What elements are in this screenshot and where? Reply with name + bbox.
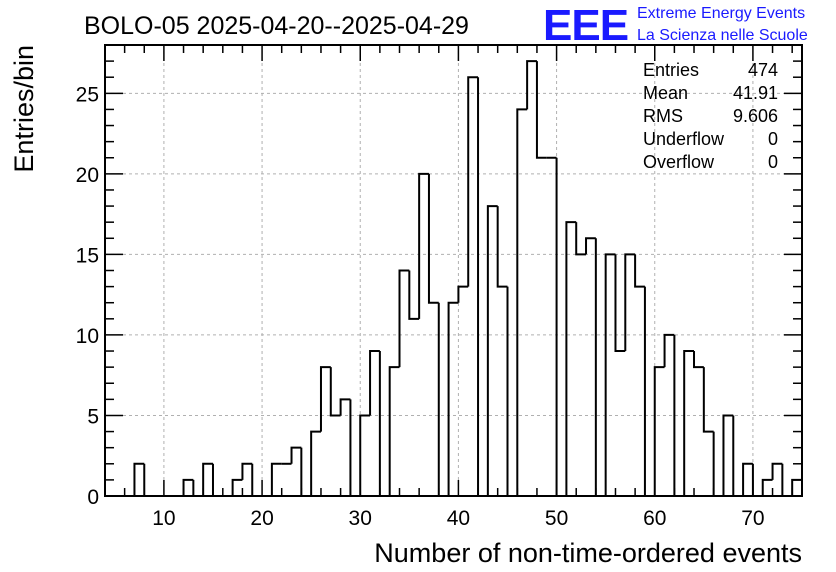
y-axis-label: Entries/bin xyxy=(9,45,39,173)
histogram-bin xyxy=(349,399,361,497)
x-axis-label: Number of non-time-ordered events xyxy=(374,538,802,568)
y-tick-label: 20 xyxy=(76,164,99,187)
histogram-bin xyxy=(624,253,636,352)
y-tick-label: 5 xyxy=(87,405,99,428)
x-tick-label: 50 xyxy=(545,507,568,530)
histogram-bin xyxy=(251,463,263,497)
histogram-bin xyxy=(447,301,459,496)
y-tick-label: 25 xyxy=(76,83,99,106)
histogram-bin xyxy=(693,351,704,369)
histogram-bin xyxy=(634,254,645,288)
stat-mean-value: 41.91 xyxy=(733,83,778,103)
stat-mean-label: Mean xyxy=(643,83,688,103)
histogram-bin xyxy=(270,462,282,496)
histogram-bin xyxy=(300,447,312,497)
stat-entries-label: Entries xyxy=(643,60,699,80)
histogram-bin xyxy=(742,462,753,496)
histogram-bin xyxy=(781,463,793,497)
histogram-bin xyxy=(771,462,783,480)
histogram-bin xyxy=(378,351,390,497)
histogram-bin xyxy=(290,446,302,464)
histogram-bin xyxy=(683,350,695,496)
y-tick-label: 0 xyxy=(87,486,99,509)
histogram-bin xyxy=(575,222,587,256)
histogram-bin xyxy=(702,367,714,433)
histogram-bin xyxy=(751,463,763,497)
histogram-bin xyxy=(585,237,596,255)
grid-lines xyxy=(105,45,802,496)
stat-rms-value: 9.606 xyxy=(733,106,778,126)
plot-frame xyxy=(104,44,803,497)
stat-rms-label: RMS xyxy=(643,106,683,126)
histogram-bin xyxy=(310,430,321,496)
x-tick-label: 40 xyxy=(447,507,470,530)
histogram-bin xyxy=(418,172,429,319)
histogram-bin xyxy=(732,415,744,497)
histogram-bin xyxy=(329,367,341,417)
histogram-bin xyxy=(555,157,567,497)
histogram-bin xyxy=(457,285,469,303)
histogram-bin xyxy=(467,76,479,287)
axis-tick-labels: 10 20 30 40 50 60 70 0 5 10 15 20 25 xyxy=(76,83,765,530)
histogram-bin xyxy=(437,302,449,497)
histogram-bin xyxy=(565,221,577,496)
histogram-bin xyxy=(526,60,537,110)
histogram-bin xyxy=(604,253,616,496)
histogram-bin xyxy=(653,366,665,496)
x-tick-label: 10 xyxy=(152,507,175,530)
histogram-bin xyxy=(761,478,773,496)
stats-box: Entries 474 Mean 41.91 RMS 9.606 Underfl… xyxy=(643,60,778,172)
histogram-bin xyxy=(516,108,528,496)
histogram-bin xyxy=(369,350,380,416)
stat-underflow-value: 0 xyxy=(768,129,778,149)
histogram-bin xyxy=(211,463,223,497)
histogram-bin xyxy=(182,478,194,496)
histogram-bars xyxy=(105,60,803,497)
histogram-bin xyxy=(359,414,371,496)
histogram-bin xyxy=(594,238,606,497)
histogram-bin xyxy=(614,254,626,353)
histogram-bin xyxy=(339,398,351,416)
histogram-bin xyxy=(398,269,410,368)
eee-logo-mark: EEE xyxy=(543,1,628,50)
chart-title: BOLO-05 2025-04-20--2025-04-29 xyxy=(84,12,469,40)
eee-logo-line1: Extreme Energy Events xyxy=(637,5,805,22)
stat-underflow-label: Underflow xyxy=(643,129,725,149)
histogram-bin xyxy=(791,478,803,496)
histogram-bin xyxy=(231,478,243,496)
histogram-bin xyxy=(143,463,155,497)
y-tick-label: 15 xyxy=(76,244,99,267)
x-tick-label: 20 xyxy=(250,507,273,530)
histogram-bin xyxy=(133,462,145,496)
histogram-bin xyxy=(408,270,420,320)
histogram-bin xyxy=(712,431,724,497)
histogram-bin xyxy=(202,462,213,496)
histogram-bin xyxy=(192,479,204,497)
histogram-bin xyxy=(486,205,498,496)
histogram-bin xyxy=(496,206,508,288)
x-tick-label: 30 xyxy=(349,507,372,530)
eee-logo: EEE Extreme Energy Events La Scienza nel… xyxy=(543,1,808,50)
histogram-bin xyxy=(643,286,655,497)
x-tick-label: 60 xyxy=(643,507,666,530)
stat-entries-value: 474 xyxy=(748,60,778,80)
histogram-bin xyxy=(241,462,253,480)
histogram-bin xyxy=(477,77,488,497)
stat-overflow-label: Overflow xyxy=(643,152,715,172)
x-tick-label: 70 xyxy=(741,507,764,530)
histogram-bin xyxy=(663,333,675,368)
histogram-bin xyxy=(535,61,547,159)
histogram-bin xyxy=(388,366,400,496)
eee-logo-line2: La Scienza nelle Scuole xyxy=(637,27,808,44)
histogram-bin xyxy=(506,286,518,497)
histogram-bin xyxy=(722,414,734,496)
histogram-bin xyxy=(427,173,439,304)
y-tick-label: 10 xyxy=(76,325,99,348)
axis-ticks xyxy=(104,44,802,497)
histogram-bin xyxy=(319,366,331,432)
stat-overflow-value: 0 xyxy=(768,152,778,172)
